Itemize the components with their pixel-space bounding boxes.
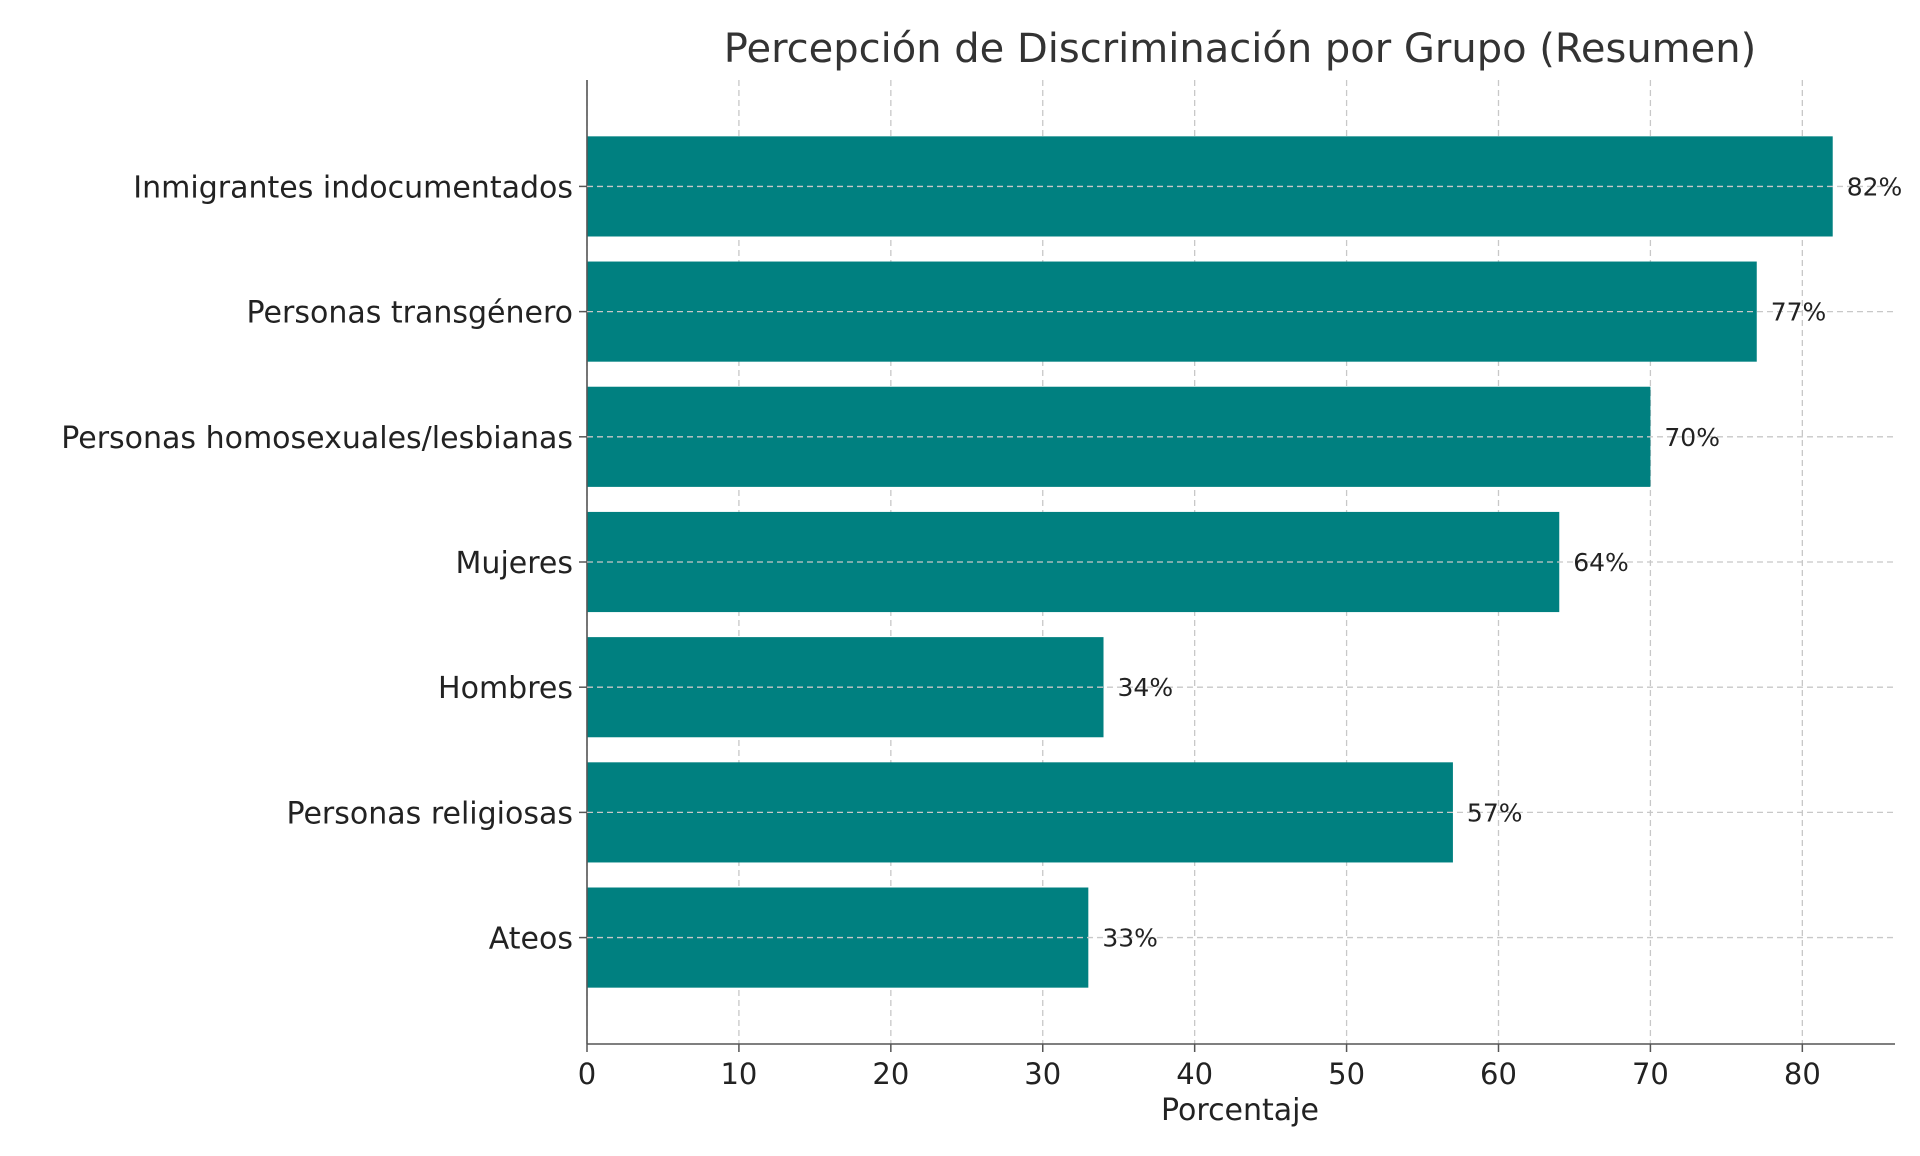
label-layer: 82% 77% 70% 64% 34% 57% 33% <box>587 172 1903 953</box>
y-tick-label: Personas transgénero <box>247 296 573 331</box>
x-tick-label: 80 <box>1784 1057 1821 1091</box>
y-tick-label: Mujeres <box>456 546 573 581</box>
y-tick-label: Personas religiosas <box>286 796 573 831</box>
y-tick-label: Inmigrantes indocumentados <box>133 170 573 205</box>
data-label: 33% <box>1102 924 1158 953</box>
y-tick-label: Personas homosexuales/lesbianas <box>61 421 573 456</box>
y-tick-label: Hombres <box>438 671 573 706</box>
x-tick-label: 30 <box>1024 1057 1061 1091</box>
bar <box>587 637 1104 738</box>
x-tick-label: 70 <box>1632 1057 1669 1091</box>
y-tick-label: Ateos <box>489 922 573 957</box>
data-label: 77% <box>1771 298 1827 327</box>
data-label: 70% <box>1664 423 1720 452</box>
data-label: 64% <box>1573 548 1629 577</box>
x-tick-label: 20 <box>872 1057 909 1091</box>
x-axis-label: Porcentaje <box>1161 1093 1319 1128</box>
data-label: 34% <box>1118 673 1174 702</box>
x-tick-label: 60 <box>1480 1057 1517 1091</box>
data-label: 82% <box>1847 172 1903 201</box>
x-tick-label: 0 <box>578 1057 596 1091</box>
x-tick-label: 10 <box>720 1057 757 1091</box>
x-tick-label: 40 <box>1176 1057 1213 1091</box>
chart-title: Percepción de Discriminación por Grupo (… <box>724 26 1756 72</box>
data-label: 57% <box>1467 798 1523 827</box>
axis-layer: Inmigrantes indocumentados Personas trans… <box>61 80 1895 1091</box>
x-tick-label: 50 <box>1328 1057 1365 1091</box>
